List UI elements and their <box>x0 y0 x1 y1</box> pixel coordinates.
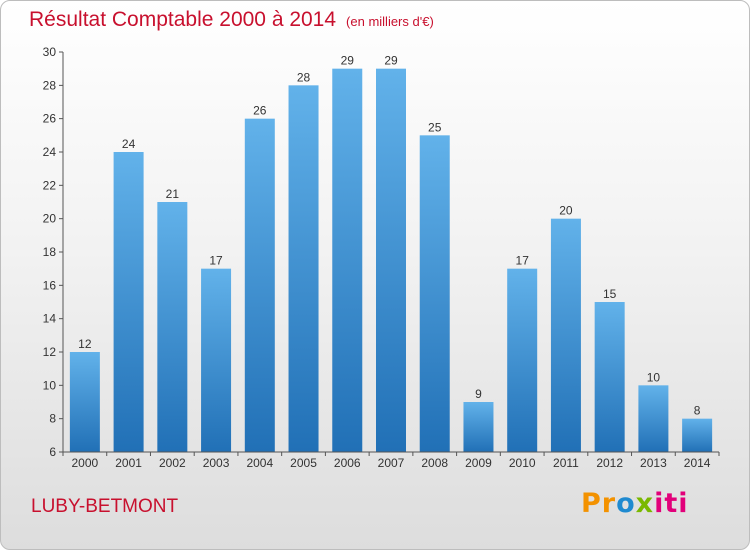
y-tick-label: 16 <box>43 278 57 292</box>
bar-value-label: 12 <box>78 337 92 351</box>
y-tick-label: 6 <box>49 445 56 459</box>
y-tick-label: 24 <box>43 145 57 159</box>
y-tick-label: 30 <box>43 45 57 59</box>
bar-2006 <box>332 68 363 453</box>
y-tick-label: 28 <box>43 78 57 92</box>
x-tick-label: 2010 <box>509 456 536 470</box>
bar-value-label: 29 <box>384 54 398 68</box>
bar-value-label: 17 <box>516 254 530 268</box>
x-tick-label: 2001 <box>115 456 142 470</box>
bar-value-label: 29 <box>341 54 355 68</box>
x-tick-label: 2007 <box>378 456 405 470</box>
y-tick-label: 18 <box>43 245 57 259</box>
unit-label: (en milliers d'€) <box>346 14 434 29</box>
x-tick-label: 2004 <box>246 456 273 470</box>
bar-value-label: 20 <box>559 204 573 218</box>
bar-2003 <box>201 268 232 452</box>
bar-value-label: 28 <box>297 70 311 84</box>
y-tick-label: 26 <box>43 112 57 126</box>
y-tick-label: 20 <box>43 212 57 226</box>
x-tick-label: 2005 <box>290 456 317 470</box>
title-text: Résultat Comptable 2000 à 2014 <box>29 8 337 31</box>
bar-2013 <box>638 385 669 452</box>
bar-value-label: 10 <box>647 370 661 384</box>
y-tick-label: 10 <box>43 378 57 392</box>
bar-value-label: 17 <box>209 254 223 268</box>
y-tick-label: 14 <box>43 312 57 326</box>
x-tick-label: 2003 <box>203 456 230 470</box>
bar-2010 <box>507 268 538 452</box>
bar-2002 <box>157 202 188 452</box>
bar-value-label: 21 <box>166 187 180 201</box>
y-tick-label: 12 <box>43 345 57 359</box>
x-tick-label: 2013 <box>640 456 667 470</box>
bar-2007 <box>376 68 406 453</box>
bar-2000 <box>69 352 100 452</box>
x-tick-label: 2008 <box>421 456 448 470</box>
bar-value-label: 15 <box>603 287 617 301</box>
bar-2005 <box>288 85 319 452</box>
bar-value-label: 26 <box>253 104 267 118</box>
x-tick-label: 2006 <box>334 456 361 470</box>
bar-value-label: 24 <box>122 137 136 151</box>
bar-2004 <box>244 118 275 453</box>
y-tick-label: 8 <box>49 412 56 426</box>
bar-value-label: 8 <box>694 404 701 418</box>
x-tick-label: 2011 <box>553 456 579 470</box>
x-tick-label: 2000 <box>72 456 99 470</box>
x-tick-label: 2002 <box>159 456 186 470</box>
x-tick-label: 2009 <box>465 456 492 470</box>
bar-2008 <box>419 135 450 453</box>
x-tick-label: 2014 <box>684 456 711 470</box>
bar-2012 <box>594 302 625 452</box>
bar-value-label: 25 <box>428 120 442 134</box>
x-tick-label: 2012 <box>596 456 623 470</box>
y-tick-label: 22 <box>43 178 57 192</box>
bar-2009 <box>463 402 494 452</box>
bar-value-label: 9 <box>475 387 482 401</box>
bar-2014 <box>682 418 713 452</box>
bar-2001 <box>113 152 144 452</box>
bar-2011 <box>550 218 581 452</box>
proxiti-logo: Proxiti <box>581 488 689 519</box>
chart-title: Résultat Comptable 2000 à 2014 (en millie… <box>29 8 434 32</box>
commune-name: LUBY-BETMONT <box>31 496 179 517</box>
